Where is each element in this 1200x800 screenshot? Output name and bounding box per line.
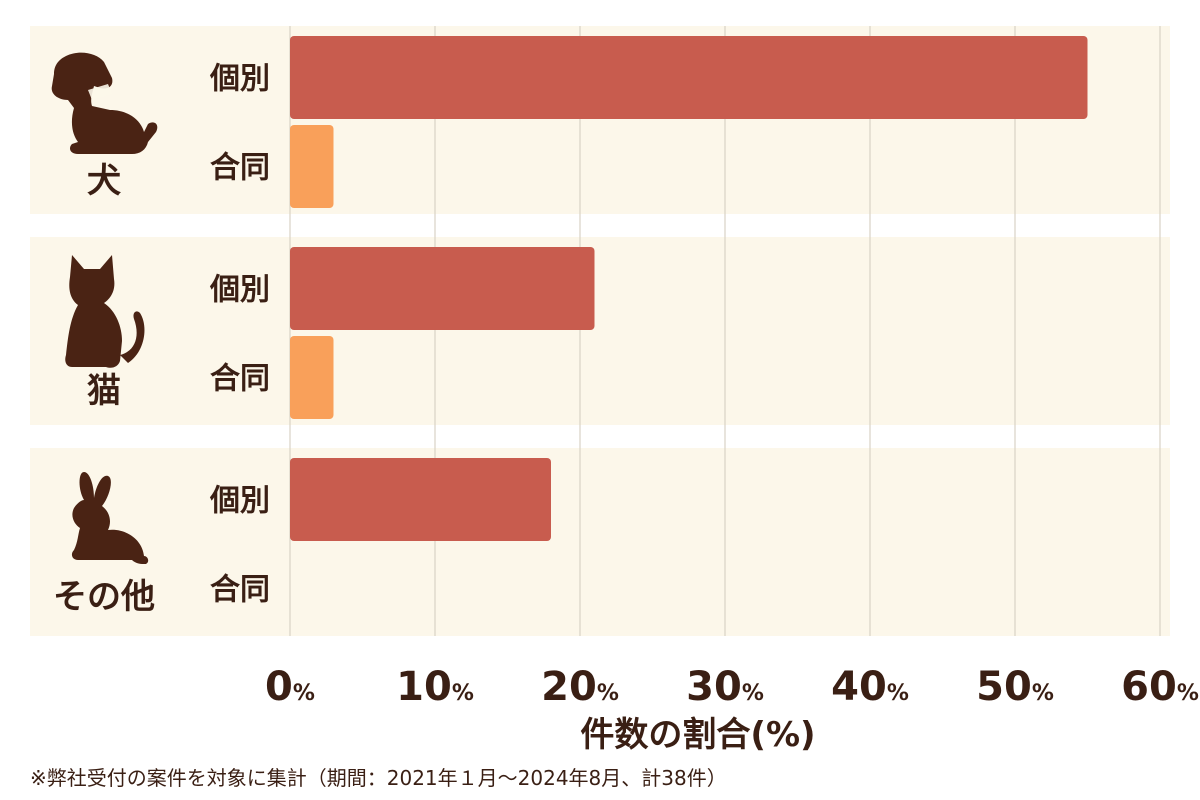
x-tick-label: 50% — [976, 664, 1054, 710]
series-label: 合同 — [210, 573, 270, 608]
x-tick-label: 40% — [831, 664, 909, 710]
series-label: 個別 — [209, 273, 270, 308]
footnote: ※弊社受付の案件を対象に集計（期間：2021年１月〜2024年8月、計38件） — [30, 766, 727, 790]
series-label: 合同 — [210, 362, 270, 397]
category-band — [30, 237, 1170, 425]
bar-individual — [290, 458, 551, 541]
rabbit-icon — [71, 472, 149, 564]
x-tick-label: 30% — [686, 664, 764, 710]
category-band — [30, 448, 1170, 636]
bar-individual — [290, 36, 1088, 119]
cat-icon — [65, 255, 145, 368]
category-label-other: その他 — [53, 577, 155, 617]
bar-group — [290, 125, 334, 208]
dog-icon — [51, 52, 158, 154]
bar-individual — [290, 247, 595, 330]
bar-group — [290, 336, 334, 419]
x-tick-label: 10% — [396, 664, 474, 710]
category-label-dog: 犬 — [87, 161, 121, 201]
x-tick-label: 0% — [265, 664, 315, 710]
x-axis-title: 件数の割合(%) — [580, 715, 815, 755]
x-tick-label: 20% — [541, 664, 619, 710]
category-label-cat: 猫 — [87, 371, 121, 411]
series-label: 個別 — [209, 484, 270, 519]
x-tick-label: 60% — [1121, 664, 1199, 710]
series-label: 合同 — [210, 151, 270, 186]
series-label: 個別 — [209, 62, 270, 97]
